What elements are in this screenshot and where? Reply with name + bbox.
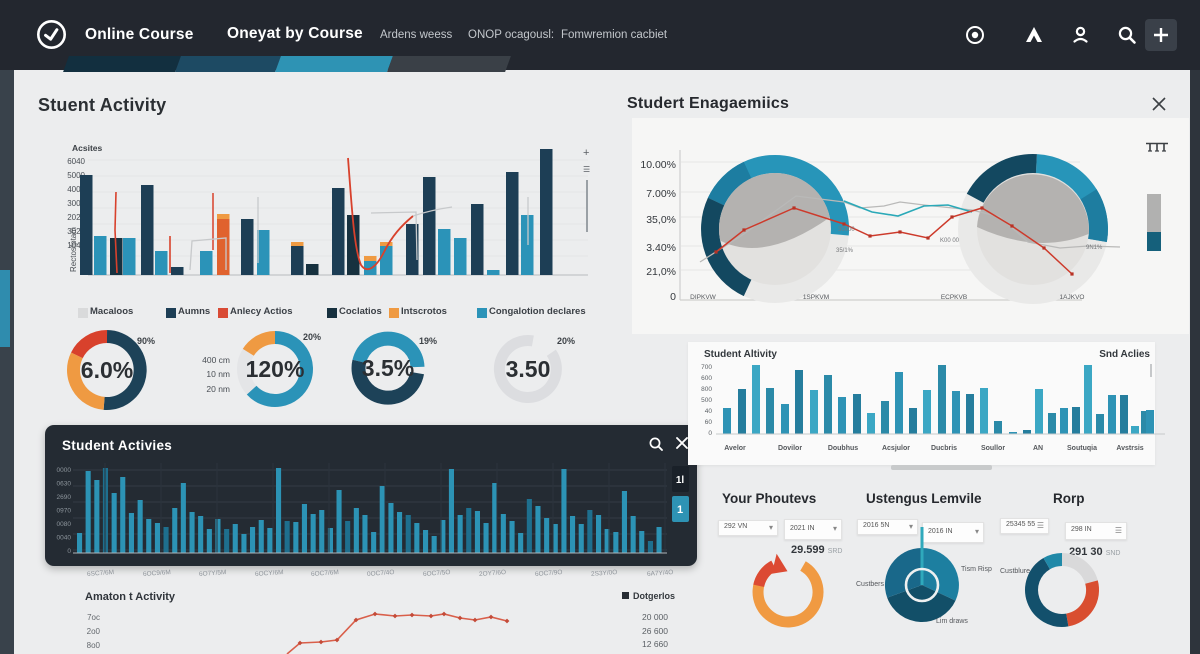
svg-text:20 000: 20 000 — [642, 612, 668, 622]
svg-text:35,0%: 35,0% — [646, 214, 676, 226]
svg-text:1SPKVM: 1SPKVM — [803, 294, 829, 301]
svg-text:+: + — [583, 147, 589, 159]
svg-text:3.5%: 3.5% — [362, 355, 414, 381]
svg-text:40: 40 — [705, 408, 713, 415]
svg-text:Soutuqia: Soutuqia — [1067, 445, 1097, 452]
svg-text:Student Altivity: Student Altivity — [704, 349, 777, 360]
svg-text:K00 00: K00 00 — [940, 238, 960, 244]
svg-text:6040: 6040 — [67, 157, 85, 166]
svg-text:2690: 2690 — [57, 494, 72, 501]
svg-text:3.40%: 3.40% — [646, 242, 676, 254]
svg-text:ECPKVB: ECPKVB — [941, 294, 967, 301]
svg-text:0: 0 — [708, 430, 712, 437]
svg-text:30000: 30000 — [838, 227, 855, 233]
svg-text:400 cm: 400 cm — [202, 355, 230, 365]
svg-text:2o0: 2o0 — [87, 627, 101, 636]
svg-text:21,0%: 21,0% — [646, 266, 676, 278]
svg-text:8o0: 8o0 — [87, 641, 101, 650]
svg-text:0000: 0000 — [57, 467, 72, 474]
svg-text:600: 600 — [701, 375, 712, 382]
svg-text:Acsites: Acsites — [72, 143, 103, 153]
svg-text:☰: ☰ — [583, 165, 590, 174]
svg-text:20%: 20% — [557, 336, 575, 346]
svg-text:Avelor: Avelor — [724, 445, 746, 452]
svg-text:Avstrsis: Avstrsis — [1116, 445, 1143, 452]
svg-text:Snd Aclies: Snd Aclies — [1099, 349, 1150, 360]
svg-text:AN: AN — [1033, 445, 1043, 452]
svg-text:10 nm: 10 nm — [206, 369, 230, 379]
svg-text:3020: 3020 — [67, 227, 85, 236]
svg-text:6.0%: 6.0% — [81, 357, 133, 383]
svg-text:0: 0 — [670, 291, 676, 303]
svg-text:Dovilor: Dovilor — [778, 445, 802, 452]
svg-text:1l: 1l — [676, 475, 685, 486]
svg-text:Ducbris: Ducbris — [931, 445, 957, 452]
svg-text:700: 700 — [701, 364, 712, 371]
svg-text:Soullor: Soullor — [981, 445, 1005, 452]
svg-text:800: 800 — [701, 386, 712, 393]
svg-text:Amaton t Activity: Amaton t Activity — [85, 591, 176, 603]
svg-text:19%: 19% — [419, 336, 437, 346]
svg-text:120%: 120% — [246, 356, 305, 382]
svg-text:DIPKVW: DIPKVW — [690, 294, 717, 301]
svg-text:20%: 20% — [303, 332, 321, 342]
svg-text:0: 0 — [67, 548, 71, 555]
svg-text:2020: 2020 — [67, 213, 85, 222]
svg-text:Doubhus: Doubhus — [828, 445, 858, 452]
svg-text:Student Activies: Student Activies — [62, 438, 172, 453]
svg-text:0080: 0080 — [57, 521, 72, 528]
svg-text:35/1%: 35/1% — [836, 248, 854, 254]
svg-text:Rectosfptam: Rectosfptam — [69, 227, 78, 272]
svg-text:10 400: 10 400 — [642, 652, 668, 654]
svg-text:1: 1 — [677, 504, 683, 516]
svg-text:3000: 3000 — [67, 199, 85, 208]
svg-text:0970: 0970 — [57, 508, 72, 515]
svg-text:4000: 4000 — [67, 185, 85, 194]
svg-text:1040: 1040 — [67, 241, 85, 250]
svg-text:12 660: 12 660 — [642, 639, 668, 649]
svg-text:0630: 0630 — [57, 481, 72, 488]
svg-text:7oc: 7oc — [87, 613, 100, 622]
svg-text:5000: 5000 — [67, 171, 85, 180]
svg-text:7.00%: 7.00% — [646, 188, 676, 200]
svg-text:Acsjulor: Acsjulor — [882, 445, 910, 452]
svg-text:1AJKVO: 1AJKVO — [1060, 294, 1085, 301]
svg-text:60: 60 — [705, 419, 713, 426]
svg-text:3.50: 3.50 — [506, 356, 551, 382]
svg-text:20 nm: 20 nm — [206, 384, 230, 394]
svg-text:9N1%: 9N1% — [1086, 245, 1103, 251]
svg-text:26 600: 26 600 — [642, 626, 668, 636]
svg-text:500: 500 — [701, 397, 712, 404]
svg-text:10.00%: 10.00% — [640, 159, 676, 171]
svg-text:90%: 90% — [137, 336, 155, 346]
svg-text:Dotgerlos: Dotgerlos — [633, 591, 675, 601]
svg-text:0040: 0040 — [57, 535, 72, 542]
